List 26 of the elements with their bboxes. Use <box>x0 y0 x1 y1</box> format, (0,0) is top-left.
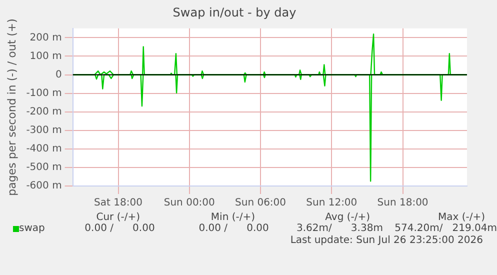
chart-title: Swap in/out - by day <box>172 5 296 20</box>
text: 0.00 / 0.00 <box>84 223 155 234</box>
y-tick-label: 0 <box>55 69 62 80</box>
text: Max (-/+) <box>436 212 485 223</box>
x-tick-label: Sun 06:00 <box>235 198 286 209</box>
text: Last update: Sun Jul 26 23:25:00 2026 <box>289 235 484 246</box>
y-axis-title: pages per second in (-) / out (+) <box>5 18 18 196</box>
x-tick-label: Sun 18:00 <box>377 198 428 209</box>
y-tick-label: -500 m <box>26 162 62 174</box>
text: Min (-/+) <box>210 212 255 223</box>
text: Avg (-/+) <box>324 212 370 223</box>
y-tick-label: 100 m <box>30 50 62 62</box>
y-tick-label: -100 m <box>26 88 62 99</box>
x-tick-label: Sun 12:00 <box>306 198 358 209</box>
y-tick-label: -300 m <box>26 124 62 136</box>
y-tick-label: 200 m <box>30 32 62 44</box>
y-tick-label: -200 m <box>26 106 62 118</box>
text: Cur (-/+) <box>95 212 140 223</box>
x-tick-label: Sun 00:00 <box>164 198 215 209</box>
y-tick-label: -400 m <box>26 144 62 155</box>
text: 0.00 / 0.00 <box>198 223 269 234</box>
legend-label: swap <box>19 223 45 234</box>
text: 574.20m/ 219.04m <box>394 223 497 234</box>
text: 3.62m/ 3.38m <box>295 223 383 234</box>
x-tick-label: Sat 18:00 <box>94 198 142 209</box>
y-tick-label: -600 m <box>26 180 62 192</box>
